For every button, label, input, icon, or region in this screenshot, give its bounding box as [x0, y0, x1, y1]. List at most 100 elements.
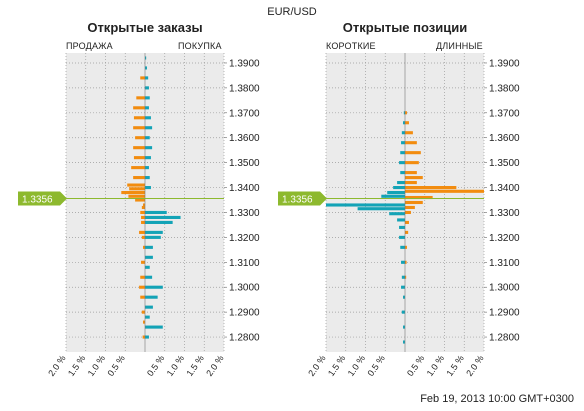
orders-sell-label: ПРОДАЖА: [66, 41, 113, 51]
y-tick-label: 1.3500: [489, 158, 520, 169]
bar: [145, 255, 153, 259]
bar: [133, 126, 145, 130]
bar: [405, 195, 433, 200]
y-tick-label: 1.3900: [489, 58, 520, 69]
bar: [145, 335, 149, 339]
bar: [135, 198, 145, 202]
timestamp: Feb 19, 2013 10:00 GMT+0300: [420, 393, 574, 405]
bar: [145, 96, 150, 100]
bar: [405, 275, 407, 279]
bar: [401, 260, 405, 264]
bar: [145, 215, 181, 219]
bar: [381, 194, 405, 198]
bar: [139, 230, 145, 234]
bar: [405, 189, 484, 193]
bar: [405, 200, 423, 205]
bar: [403, 121, 405, 125]
orders-chart-title: Открытые заказы: [87, 20, 203, 35]
x-tick-label: 1.0 %: [346, 353, 367, 378]
bar: [401, 141, 405, 145]
currency-pair-title: EUR/USD: [267, 6, 317, 18]
bar: [401, 131, 405, 135]
y-tick-label: 1.2800: [229, 333, 260, 344]
bar: [145, 265, 150, 269]
bar: [139, 285, 145, 289]
bar: [400, 171, 405, 175]
bar: [145, 230, 163, 234]
positions-chart-title: Открытые позиции: [342, 20, 468, 35]
bar: [405, 176, 423, 180]
y-tick-label: 1.3000: [489, 283, 520, 294]
bar: [145, 176, 150, 180]
bar: [135, 136, 145, 140]
bar: [145, 295, 158, 299]
bar: [145, 136, 150, 140]
bar: [131, 166, 145, 170]
y-tick-label: 1.3200: [489, 233, 520, 244]
bar: [141, 310, 145, 314]
x-tick-label: 2.0 %: [464, 353, 485, 378]
bar: [143, 203, 145, 207]
open-orders-chart: 1.3356 1.3900 1.3800 1.3700 1.3600 1.3500 1.34…: [18, 53, 260, 378]
bar: [133, 146, 145, 150]
bar: [145, 56, 147, 60]
bar: [405, 161, 419, 165]
bar: [145, 116, 151, 120]
bar: [145, 186, 151, 190]
bar: [141, 215, 145, 219]
y-tick-label: 1.3500: [229, 158, 260, 169]
bar: [145, 146, 153, 150]
y-tick-label: 1.3900: [229, 58, 260, 69]
bar: [145, 66, 147, 70]
bar: [393, 186, 405, 190]
current-price-tag: [18, 191, 67, 206]
y-tick-label: 1.2900: [489, 308, 520, 319]
positions-long-label: ДЛИННЫЕ: [436, 41, 483, 51]
y-tick-label: 1.2800: [489, 333, 520, 344]
bar: [145, 245, 153, 249]
x-tick-label: 1.0 %: [425, 353, 446, 378]
bar: [405, 186, 457, 190]
bar: [400, 151, 405, 155]
bar: [128, 194, 145, 198]
bar: [405, 151, 421, 155]
bar: [133, 116, 145, 120]
bar: [145, 126, 153, 130]
x-tick-label: 0.5 %: [405, 353, 426, 378]
bar: [326, 203, 405, 207]
x-tick-label: 1.5 %: [326, 353, 347, 378]
bar: [145, 220, 173, 224]
bar: [127, 183, 145, 187]
bar: [140, 76, 145, 80]
bar: [145, 305, 153, 309]
open-positions-chart: 1.3356 1.3900 1.3800 1.3700 1.3600 1.3500 1.34…: [278, 53, 520, 378]
bar: [405, 171, 417, 175]
bar: [405, 181, 417, 185]
bar: [387, 190, 405, 195]
bar: [405, 141, 417, 145]
x-tick-label: 1.0 %: [165, 353, 186, 378]
current-price-tag: [278, 191, 327, 206]
current-price-label: 1.3356: [22, 195, 53, 206]
x-tick-label: 0.5 %: [365, 353, 386, 378]
y-tick-label: 1.3800: [229, 83, 260, 94]
bar: [145, 106, 149, 110]
bar: [145, 275, 153, 279]
y-tick-label: 1.3300: [229, 208, 260, 219]
bar: [145, 235, 161, 239]
x-tick-label: 1.5 %: [444, 353, 465, 378]
y-tick-label: 1.3700: [229, 108, 260, 119]
bar: [140, 210, 145, 215]
bar: [405, 121, 409, 125]
bar: [145, 210, 167, 215]
bar: [143, 320, 145, 324]
bar: [145, 325, 163, 329]
bar: [145, 76, 149, 80]
bar: [403, 295, 405, 299]
current-price-label: 1.3356: [282, 195, 313, 206]
bar: [145, 166, 149, 170]
y-tick-label: 1.3200: [229, 233, 260, 244]
bar: [405, 245, 407, 249]
bar: [405, 220, 409, 224]
